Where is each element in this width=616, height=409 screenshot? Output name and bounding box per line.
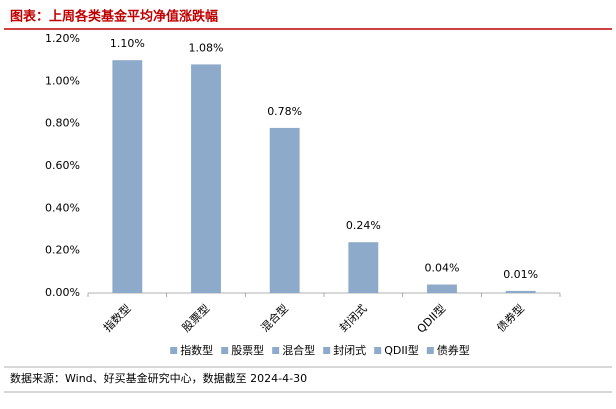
bar [348, 242, 379, 293]
bar [112, 60, 143, 293]
legend-swatch [272, 347, 280, 354]
legend-swatch [323, 347, 331, 354]
legend-label: 指数型 [180, 343, 213, 357]
x-tick-label: 混合型 [258, 301, 291, 334]
y-tick-label: 1.20% [45, 32, 80, 45]
value-label: 0.01% [503, 268, 538, 281]
legend-swatch [170, 347, 178, 354]
legend-swatch [426, 347, 434, 354]
y-tick-label: 1.00% [45, 74, 80, 87]
legend-swatch [221, 347, 229, 354]
value-label: 0.24% [346, 219, 381, 232]
legend-label: QDII型 [384, 343, 419, 357]
value-label: 1.10% [110, 37, 145, 50]
bar [191, 64, 221, 294]
legend-swatch [374, 347, 382, 354]
value-label: 0.04% [425, 262, 460, 275]
chart-title: 图表：上周各类基金平均净值涨跌幅 [10, 9, 218, 25]
x-tick-label: QDII型 [414, 301, 448, 335]
bar [427, 284, 457, 293]
x-tick-label: 指数型 [100, 301, 133, 334]
source-note: 数据来源：Wind、好买基金研究中心，数据截至 2024-4-30 [10, 371, 307, 385]
y-tick-label: 0.60% [45, 159, 80, 172]
x-tick-label: 封闭式 [336, 301, 369, 334]
legend-label: 封闭式 [333, 343, 366, 357]
legend-label: 债券型 [437, 343, 470, 357]
bar [505, 290, 536, 293]
y-tick-label: 0.20% [45, 244, 80, 257]
legend-label: 股票型 [231, 343, 264, 357]
y-tick-label: 0.40% [45, 201, 80, 214]
x-tick-label: 股票型 [179, 301, 212, 334]
bar [269, 127, 300, 294]
y-tick-label: 0.80% [45, 117, 80, 130]
value-label: 0.78% [267, 105, 302, 118]
x-tick-label: 债券型 [494, 301, 527, 334]
legend-label: 混合型 [282, 343, 315, 357]
y-tick-label: 0.00% [45, 286, 80, 299]
value-label: 1.08% [189, 41, 224, 54]
